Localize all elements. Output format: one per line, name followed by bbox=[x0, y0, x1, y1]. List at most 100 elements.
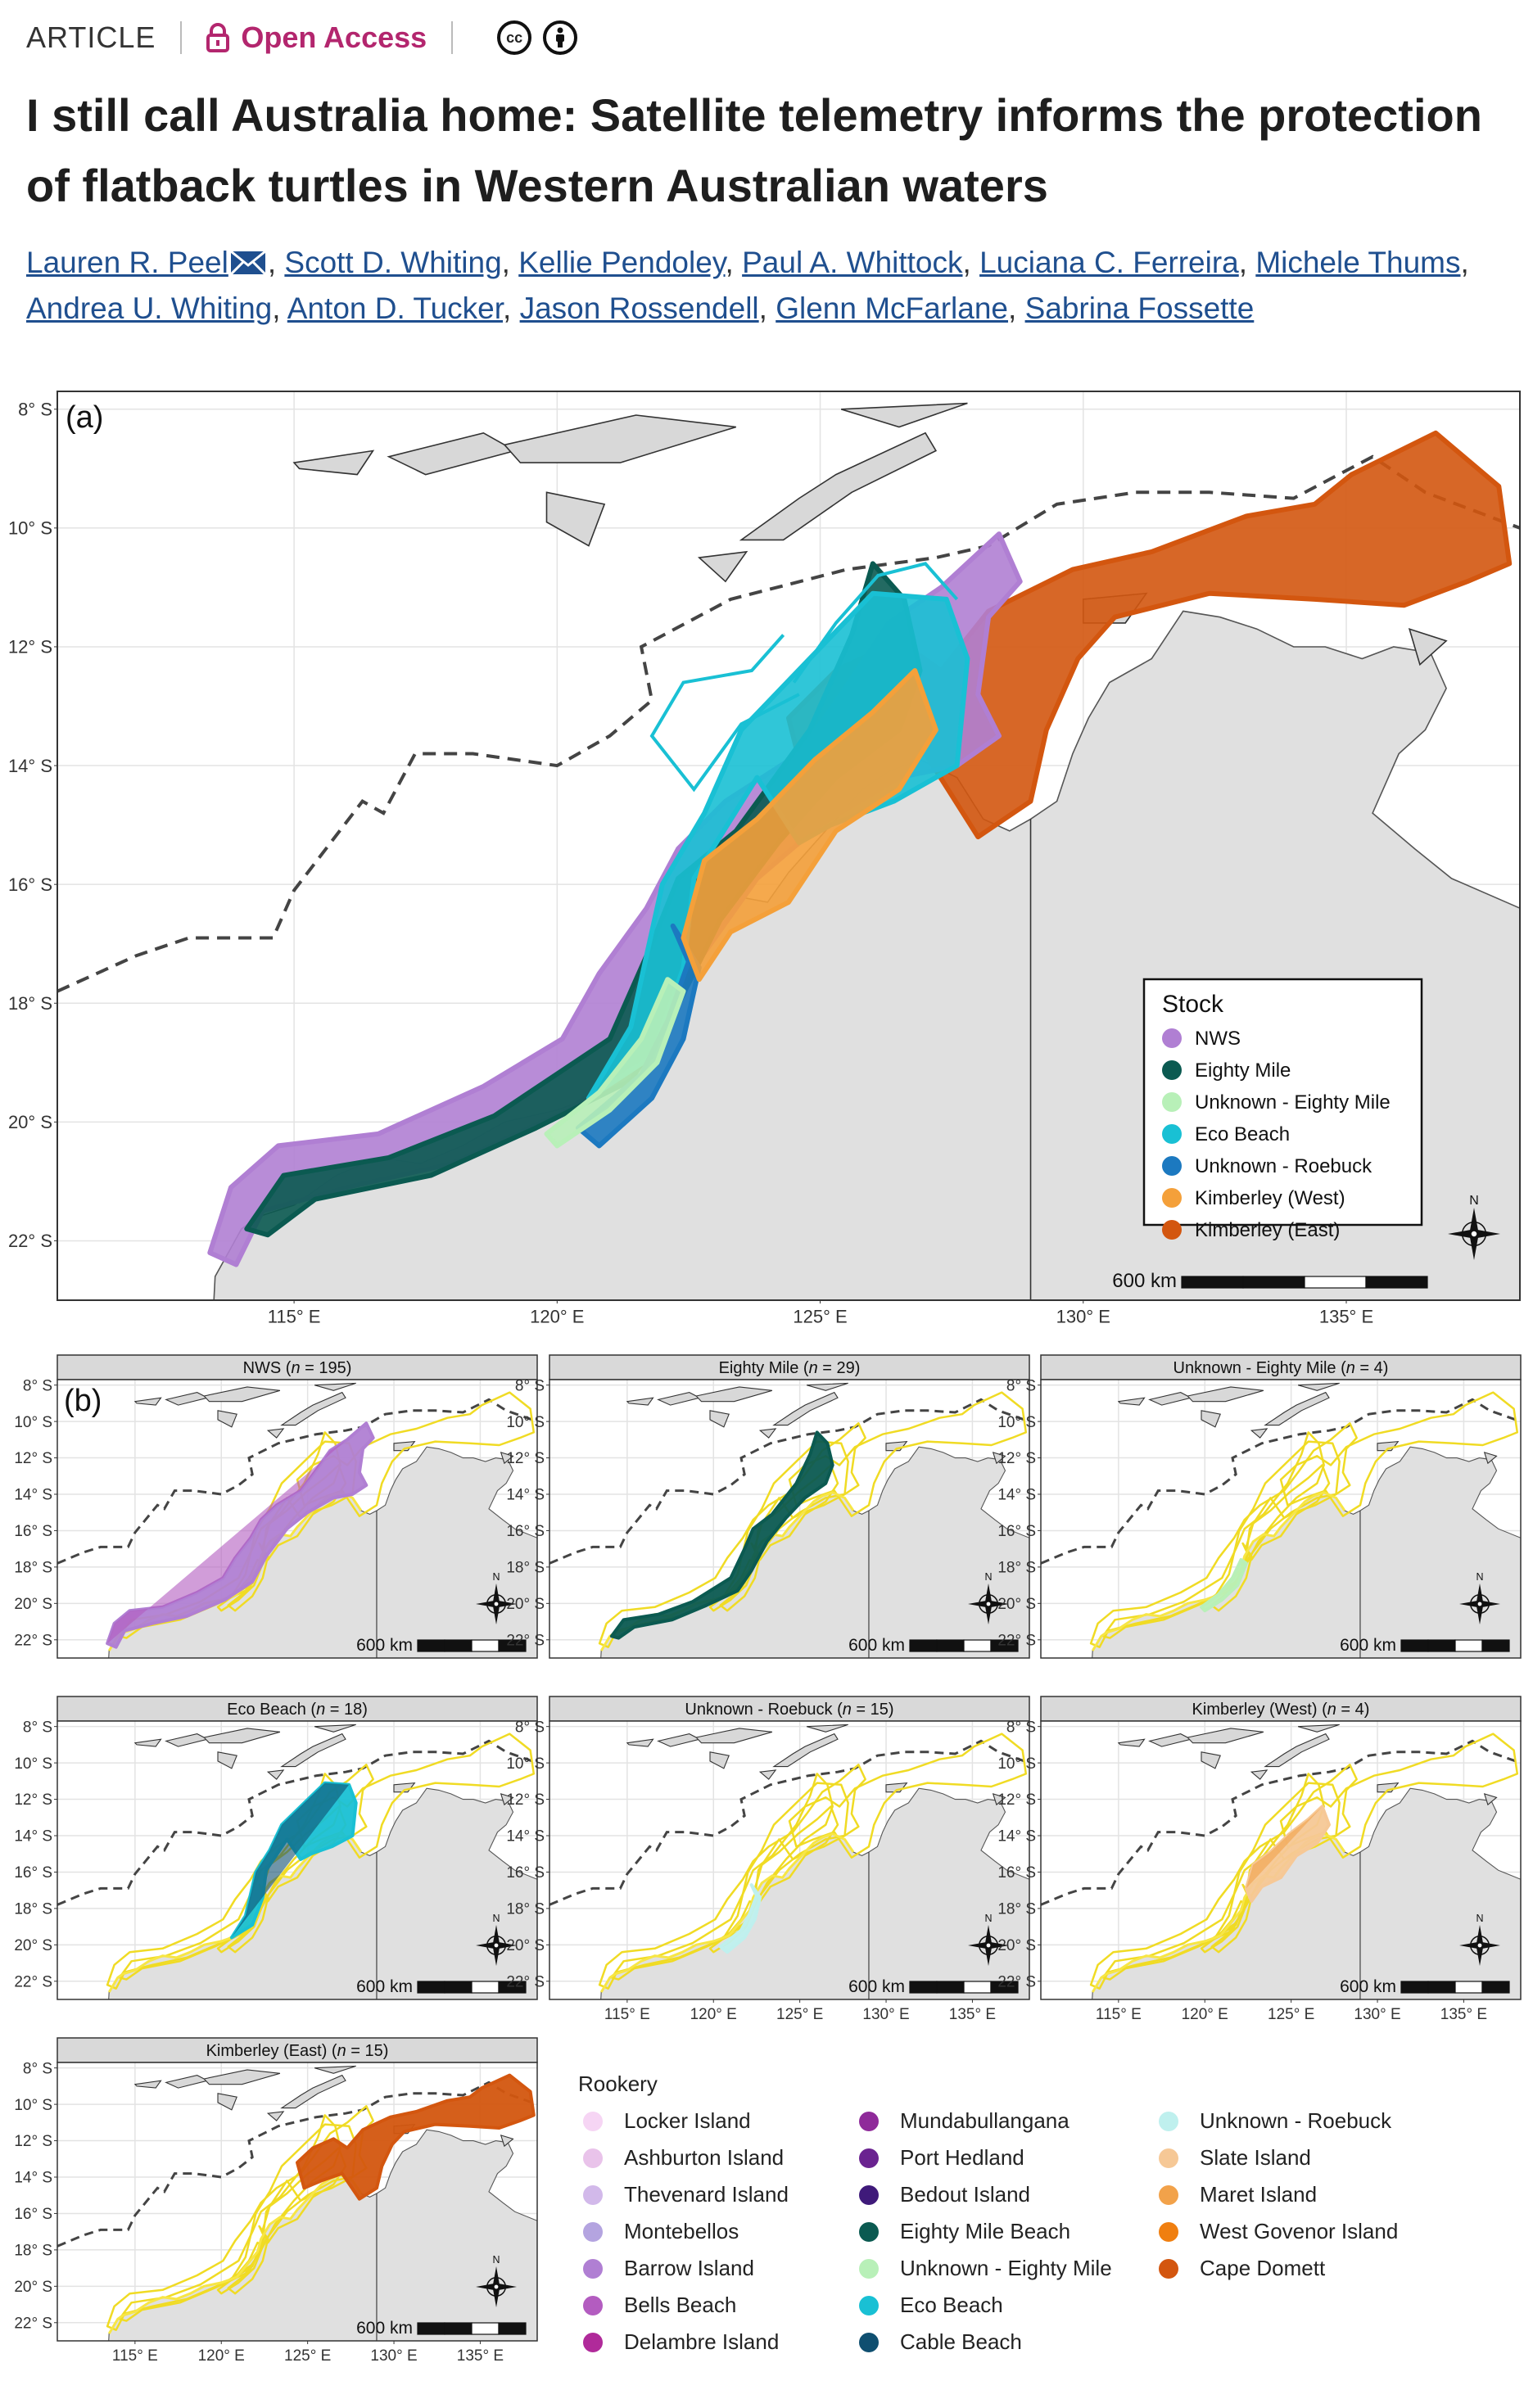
facet-stock: Eighty Mile ( bbox=[719, 1359, 809, 1377]
lat-tick-label: 18° S bbox=[997, 1560, 1036, 1577]
island bbox=[1483, 1452, 1498, 1465]
north-arrow-icon bbox=[476, 1925, 517, 1966]
rookery-label: Cable Beach bbox=[900, 2329, 1022, 2354]
scale-label: 600 km bbox=[848, 1636, 905, 1655]
compass-center bbox=[985, 1601, 992, 1607]
author-link[interactable]: Lauren R. Peel bbox=[26, 246, 228, 279]
lat-tick-label: 20° S bbox=[14, 2279, 52, 2296]
lat-tick-label: 14° S bbox=[14, 2170, 52, 2187]
facet-n-symbol: n bbox=[316, 1701, 325, 1719]
scale-segment bbox=[1427, 1981, 1456, 1994]
rookery-swatch bbox=[1159, 2112, 1178, 2131]
island bbox=[266, 1428, 285, 1439]
eez-boundary bbox=[57, 454, 1520, 993]
author-link[interactable]: Glenn McFarlane bbox=[776, 291, 1009, 325]
scale-bar bbox=[417, 2322, 527, 2335]
legend-item-label: Kimberley (West) bbox=[1195, 1187, 1345, 1209]
compass-ring bbox=[979, 1936, 998, 1955]
north-label: N bbox=[984, 1913, 992, 1924]
lat-tick-label: 8° S bbox=[23, 2060, 52, 2077]
rookery-label: Mundabullangana bbox=[900, 2108, 1069, 2133]
legend-swatch bbox=[1162, 1188, 1182, 1208]
lat-tick-label: 16° S bbox=[14, 2206, 52, 2223]
divider bbox=[451, 21, 454, 54]
rookery-label: Bells Beach bbox=[624, 2293, 736, 2317]
lat-tick-label: 14° S bbox=[8, 756, 52, 776]
author-link[interactable]: Andrea U. Whiting bbox=[26, 291, 273, 325]
author-link[interactable]: Michele Thums bbox=[1255, 246, 1461, 279]
author-link[interactable]: Scott D. Whiting bbox=[284, 246, 502, 279]
rookery-swatch bbox=[859, 2333, 879, 2352]
facet-track bbox=[296, 2073, 536, 2201]
compass-ring bbox=[486, 2277, 506, 2297]
track-kimberley-west- bbox=[681, 668, 938, 983]
separator: , bbox=[501, 246, 519, 279]
separator: , bbox=[1008, 291, 1025, 325]
lon-tick-label: 130° E bbox=[370, 2347, 417, 2365]
background-track bbox=[610, 1773, 834, 1981]
lon-tick-label: 120° E bbox=[198, 2347, 245, 2365]
rookery-swatch bbox=[859, 2185, 879, 2205]
author-link[interactable]: Anton D. Tucker bbox=[287, 291, 504, 325]
island bbox=[280, 1391, 346, 1426]
scale-segment bbox=[417, 1639, 445, 1652]
separator: , bbox=[1238, 246, 1256, 279]
compass-ring bbox=[1470, 1936, 1490, 1955]
island bbox=[1250, 1769, 1268, 1780]
rookery-label: Locker Island bbox=[624, 2108, 751, 2133]
rookery-swatch bbox=[859, 2296, 879, 2315]
legend-swatch bbox=[1162, 1124, 1182, 1144]
facet-n-symbol: n bbox=[1346, 1359, 1355, 1377]
facet-n-symbol: n bbox=[809, 1359, 818, 1377]
lon-tick-label: 135° E bbox=[949, 2006, 996, 2023]
island bbox=[695, 1386, 773, 1403]
legend-item-label: NWS bbox=[1195, 1028, 1241, 1050]
scale-segment bbox=[471, 1981, 500, 1994]
facet-kimberley-east-: Kimberley (East) (n = 15) 8° S 10° S 12° S 1… bbox=[14, 2037, 538, 2365]
island bbox=[1201, 1751, 1221, 1769]
lat-tick-label: 12° S bbox=[997, 1450, 1036, 1467]
island bbox=[203, 2069, 281, 2085]
rookery-swatch bbox=[583, 2222, 603, 2242]
lat-tick-label: 18° S bbox=[14, 1901, 52, 1918]
background-track bbox=[107, 2174, 363, 2334]
scale-segment bbox=[417, 2322, 445, 2335]
author-link[interactable]: Kellie Pendoley bbox=[518, 246, 726, 279]
map-frame bbox=[57, 391, 1521, 1301]
rookery-label: Eco Beach bbox=[900, 2293, 1003, 2317]
mail-icon[interactable] bbox=[229, 243, 266, 287]
lon-tick-label: 135° E bbox=[1440, 2006, 1487, 2023]
lat-tick-label: 16° S bbox=[14, 1523, 52, 1540]
scale-segment bbox=[963, 1981, 992, 1994]
north-arrow-icon bbox=[1459, 1583, 1500, 1624]
author-link[interactable]: Paul A. Whittock bbox=[742, 246, 963, 279]
by-icon[interactable] bbox=[543, 20, 578, 55]
compass-ring bbox=[486, 1594, 506, 1614]
lat-tick-label: 8° S bbox=[515, 1377, 545, 1394]
facet-stock: Kimberley (East) ( bbox=[206, 2042, 337, 2060]
author-link[interactable]: Jason Rossendell bbox=[519, 291, 759, 325]
island bbox=[1483, 1793, 1498, 1806]
island bbox=[758, 1428, 777, 1439]
lat-tick-label: 18° S bbox=[14, 1560, 52, 1577]
cc-icon[interactable]: cc bbox=[497, 20, 532, 55]
lat-tick-label: 14° S bbox=[997, 1828, 1036, 1846]
rookery-label: Unknown - Eighty Mile bbox=[900, 2256, 1112, 2280]
map-layers bbox=[57, 1724, 537, 1999]
author-link[interactable]: Sabrina Fossette bbox=[1024, 291, 1255, 325]
open-access-badge[interactable]: Open Access bbox=[206, 20, 427, 55]
facet-n: = 195) bbox=[301, 1359, 352, 1377]
compass-ring bbox=[1470, 1594, 1490, 1614]
scale-segment bbox=[444, 1981, 473, 1994]
lon-tick-label: 125° E bbox=[1268, 2006, 1314, 2023]
rookery-swatch bbox=[859, 2148, 879, 2168]
facet-n: = 4) bbox=[1336, 1701, 1370, 1719]
island bbox=[1117, 1397, 1146, 1406]
scale-bar bbox=[417, 1639, 527, 1652]
facet-track bbox=[609, 1430, 834, 1640]
lat-tick-label: 22° S bbox=[14, 1973, 52, 1990]
license-icons[interactable]: cc bbox=[497, 20, 578, 55]
author-link[interactable]: Luciana C. Ferreira bbox=[979, 246, 1239, 279]
rookery-label: Delambre Island bbox=[624, 2329, 779, 2354]
north-label: N bbox=[1476, 1571, 1483, 1583]
